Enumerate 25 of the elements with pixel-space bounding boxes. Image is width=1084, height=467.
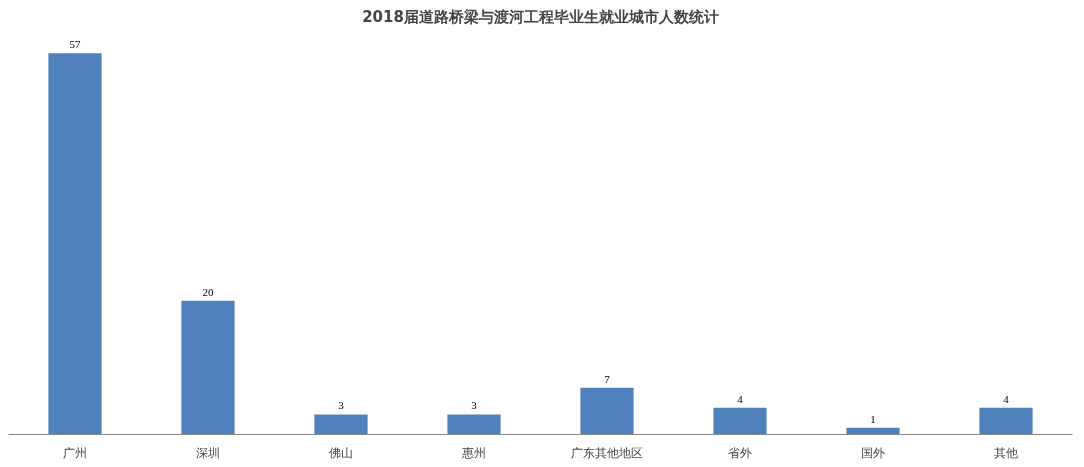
data-label: 3 (471, 399, 478, 412)
x-tick-label: 深圳 (196, 445, 220, 460)
data-label: 4 (737, 392, 744, 405)
x-tick-label: 国外 (861, 445, 885, 460)
bar (979, 407, 1033, 435)
data-label: 20 (202, 285, 214, 298)
chart-title: 2018届道路桥梁与渡河工程毕业生就业城市人数统计 (362, 7, 719, 26)
data-label: 1 (870, 412, 876, 425)
x-tick-label: 佛山 (329, 445, 353, 460)
bar (181, 300, 235, 435)
data-label: 57 (69, 38, 81, 51)
bar (48, 53, 102, 435)
x-tick-label: 省外 (728, 445, 752, 460)
x-tick-label: 惠州 (461, 445, 486, 460)
bar (846, 427, 900, 435)
bar (314, 414, 368, 435)
data-label: 7 (604, 372, 611, 385)
bar (447, 414, 501, 435)
x-tick-label: 广州 (63, 445, 87, 460)
data-label: 4 (1003, 392, 1010, 405)
bar (713, 407, 767, 435)
x-tick-label: 广东其他地区 (571, 445, 643, 460)
bar (580, 387, 634, 435)
x-tick-label: 其他 (994, 445, 1018, 460)
data-label: 3 (338, 399, 345, 412)
